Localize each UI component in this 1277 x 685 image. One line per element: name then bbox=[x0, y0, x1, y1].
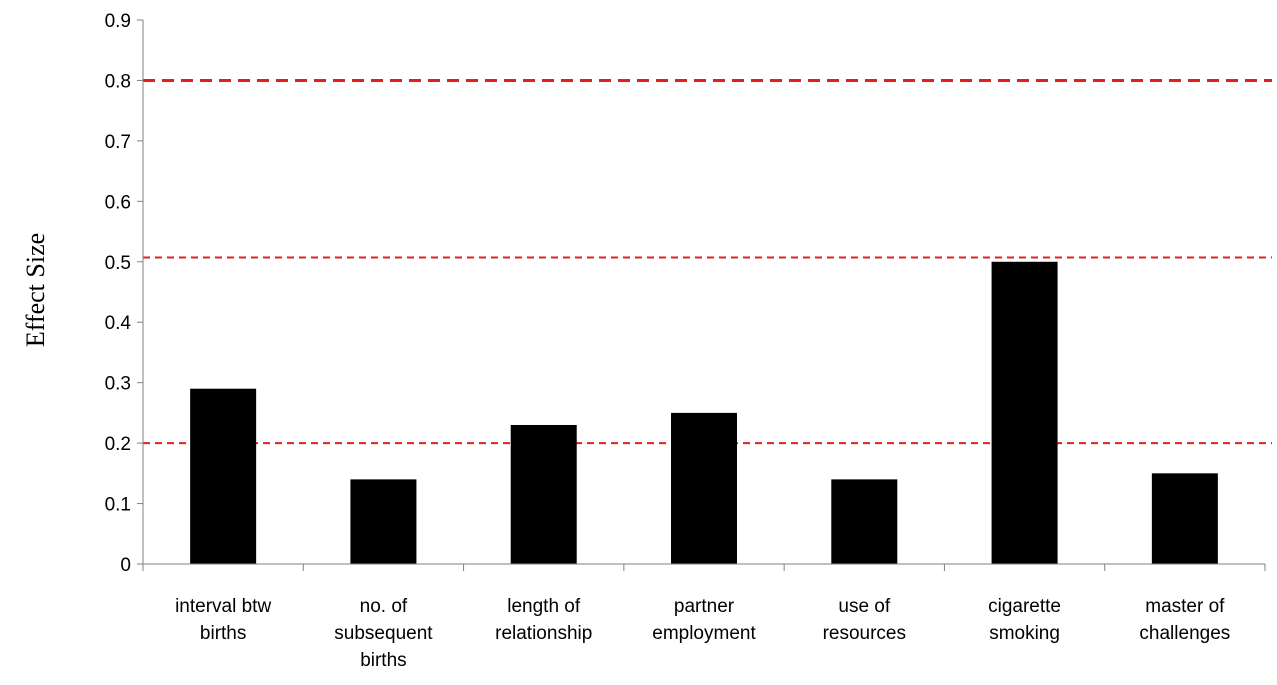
y-tick-label: 0.1 bbox=[105, 495, 131, 516]
x-category-label-line: employment bbox=[652, 623, 756, 644]
x-category-label-line: relationship bbox=[495, 623, 592, 644]
x-category-label-line: cigarette bbox=[988, 596, 1061, 617]
y-axis-title: Effect Size bbox=[21, 233, 50, 347]
x-category-label-line: resources bbox=[823, 623, 906, 644]
x-category-label-line: births bbox=[360, 650, 406, 671]
y-tick-label: 0.6 bbox=[105, 192, 131, 213]
y-tick-label: 0.7 bbox=[105, 132, 131, 153]
y-tick-label: 0.9 bbox=[105, 11, 131, 32]
axes bbox=[142, 20, 1265, 565]
y-tick-label: 0.8 bbox=[105, 71, 131, 92]
y-ticks: 0 0.1 0.2 0.3 0.4 0.5 0.6 0.7 0.8 0.9 bbox=[105, 11, 143, 576]
x-category-label-line: challenges bbox=[1139, 623, 1230, 644]
y-tick-label: 0.5 bbox=[105, 253, 131, 274]
bar bbox=[1151, 473, 1218, 564]
x-category-label-line: interval btw bbox=[175, 596, 271, 617]
bar bbox=[510, 424, 577, 564]
x-category-label-line: partner bbox=[674, 596, 735, 617]
x-category-label: no. of subsequent births bbox=[334, 596, 433, 671]
x-category-label-line: no. of bbox=[360, 596, 408, 617]
x-category-label: length of relationship bbox=[495, 596, 592, 644]
x-category-label-line: subsequent bbox=[334, 623, 433, 644]
x-category-label-line: smoking bbox=[989, 623, 1060, 644]
bars bbox=[190, 261, 1218, 564]
x-category-label-line: master of bbox=[1145, 596, 1225, 617]
bar bbox=[831, 479, 898, 564]
reference-lines bbox=[143, 78, 1272, 445]
bar bbox=[991, 261, 1058, 564]
y-tick-label: 0 bbox=[120, 555, 131, 576]
x-category-label: interval btw births bbox=[175, 596, 271, 644]
x-category-label: use of resources bbox=[823, 596, 906, 644]
x-category-label: master of challenges bbox=[1139, 596, 1230, 644]
x-category-label: partner employment bbox=[652, 596, 756, 644]
x-category-label-line: use of bbox=[838, 596, 890, 617]
x-category-label-line: length of bbox=[507, 596, 581, 617]
y-tick-label: 0.2 bbox=[105, 434, 131, 455]
bar bbox=[190, 388, 257, 564]
bar bbox=[671, 412, 737, 564]
y-tick-label: 0.3 bbox=[105, 374, 131, 395]
x-category-label-line: births bbox=[200, 623, 246, 644]
x-ticks: interval btw births no. of subsequent births… bbox=[142, 564, 1266, 671]
y-tick-label: 0.4 bbox=[105, 313, 132, 334]
x-category-label: cigarette smoking bbox=[988, 596, 1061, 644]
bar bbox=[350, 479, 417, 564]
